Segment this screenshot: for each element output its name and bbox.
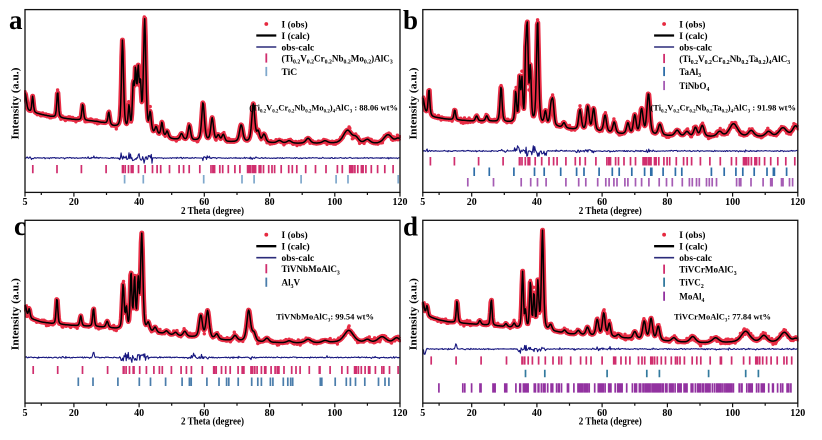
svg-text:100: 100 [725,197,740,208]
svg-text:a: a [9,5,23,35]
svg-text:2 Theta (degree): 2 Theta (degree) [579,417,642,428]
svg-text:I (obs): I (obs) [282,230,308,241]
svg-text:100: 100 [327,197,342,208]
svg-text:obs-calc: obs-calc [282,254,315,264]
svg-text:Intensity (a.u.): Intensity (a.u.) [408,67,420,139]
svg-text:I (calc): I (calc) [282,242,310,253]
svg-text:obs-calc: obs-calc [282,43,315,53]
svg-text:40: 40 [532,408,542,419]
svg-text:80: 80 [265,408,275,419]
svg-text:Intensity (a.u.): Intensity (a.u.) [10,67,22,139]
svg-text:obs-calc: obs-calc [679,254,712,264]
svg-text:5: 5 [23,408,28,419]
svg-text:I (obs): I (obs) [282,19,308,30]
svg-text:2 Theta (degree): 2 Theta (degree) [579,206,642,217]
svg-text:TiVNbMoAlC3​: 99.54 wt%: TiVNbMoAlC3​: 99.54 wt% [276,312,374,324]
svg-text:60: 60 [199,197,209,208]
svg-text:d: d [403,211,418,241]
svg-text:80: 80 [662,197,672,208]
svg-text:Al3​V: Al3​V [282,278,301,290]
svg-text:5: 5 [23,197,28,208]
svg-text:TiNbO4​: TiNbO4​ [679,81,709,93]
svg-text:40: 40 [134,197,144,208]
svg-text:5: 5 [420,408,425,419]
svg-text:80: 80 [662,408,672,419]
svg-text:Intensity (a.u.): Intensity (a.u.) [408,278,420,350]
svg-text:TiC: TiC [282,68,298,78]
svg-text:I (obs): I (obs) [679,230,705,241]
svg-text:TiVCrMoAlC3​: TiVCrMoAlC3​ [679,265,736,277]
svg-text:60: 60 [597,197,607,208]
svg-text:60: 60 [597,408,607,419]
svg-text:100: 100 [725,408,740,419]
svg-text:(Ti0.2​V0.2​Cr0.2​Nb0.2​Mo0.2​: (Ti0.2​V0.2​Cr0.2​Nb0.2​Mo0.2​)4​AlC3​ :… [249,103,398,115]
svg-text:40: 40 [532,197,542,208]
svg-text:20: 20 [467,408,477,419]
svg-text:obs-calc: obs-calc [679,43,712,53]
svg-text:120: 120 [790,197,805,208]
svg-text:MoAl4​: MoAl4​ [679,292,704,304]
svg-text:I (calc): I (calc) [282,31,310,42]
svg-text:60: 60 [199,408,209,419]
svg-text:40: 40 [134,408,144,419]
svg-text:20: 20 [69,408,79,419]
svg-text:c: c [14,211,26,241]
svg-text:120: 120 [393,197,408,208]
svg-text:I (calc): I (calc) [679,242,707,253]
svg-text:TiVCrMoAlC3​: 77.84 wt%: TiVCrMoAlC3​: 77.84 wt% [674,312,771,324]
svg-text:2 Theta (degree): 2 Theta (degree) [181,417,244,428]
svg-text:TiVC2​: TiVC2​ [679,278,704,290]
svg-text:120: 120 [393,408,408,419]
svg-text:80: 80 [265,197,275,208]
svg-text:I (calc): I (calc) [679,31,707,42]
svg-text:TaAl3​: TaAl3​ [679,67,701,79]
svg-text:20: 20 [467,197,477,208]
svg-text:5: 5 [420,197,425,208]
svg-text:TiVNbMoAlC3​: TiVNbMoAlC3​ [282,264,340,276]
svg-text:100: 100 [327,408,342,419]
svg-text:b: b [403,5,418,35]
svg-text:Intensity (a.u.): Intensity (a.u.) [10,278,22,350]
svg-text:120: 120 [790,408,805,419]
svg-text:I (obs): I (obs) [679,19,705,30]
svg-text:2 Theta (degree): 2 Theta (degree) [181,206,244,217]
svg-text:20: 20 [69,197,79,208]
